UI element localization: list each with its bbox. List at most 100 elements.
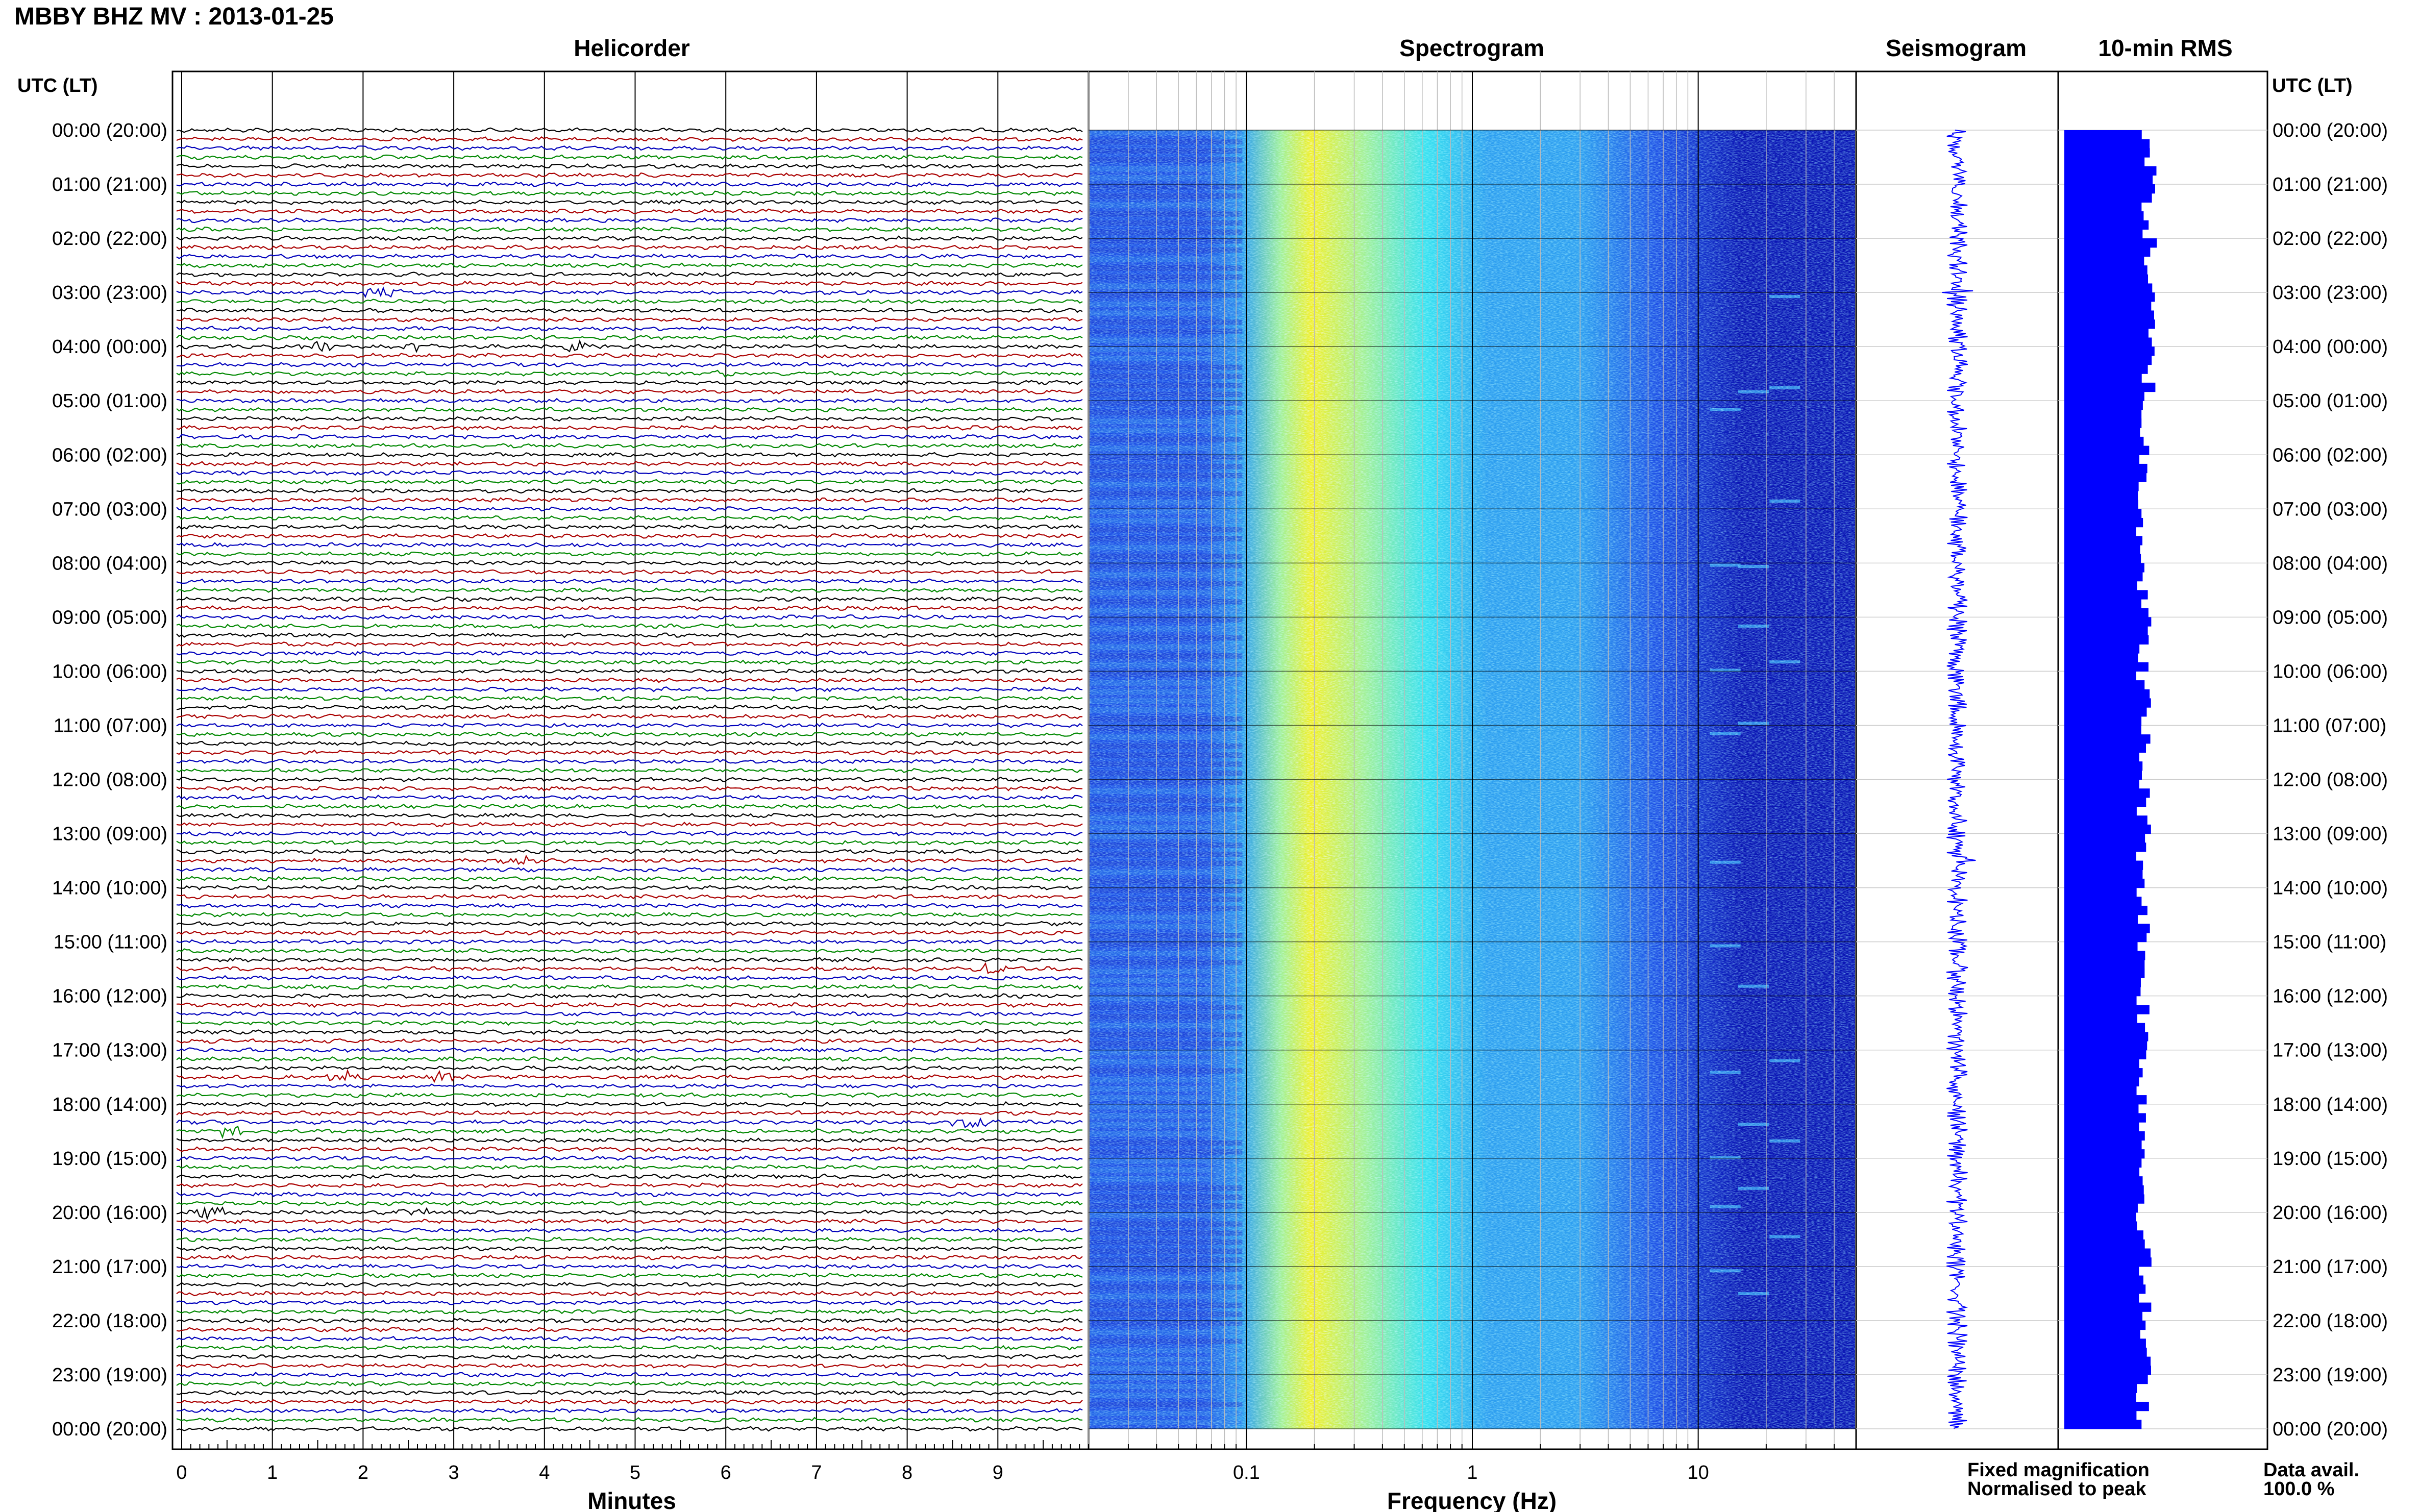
spectrogram-lowfreq-row [1090, 283, 1243, 289]
helicorder-trace [176, 1110, 1083, 1117]
rms-bar [2064, 924, 2150, 933]
spectrogram-lowfreq-row [1090, 346, 1243, 352]
spectral-line [1738, 1292, 1769, 1296]
rms-panel [2057, 70, 2268, 1450]
helicorder-trace [176, 1390, 1083, 1396]
spectrogram-lowfreq-row [1090, 680, 1243, 686]
spectrogram-lowfreq-row [1090, 897, 1243, 902]
spectrogram-lowfreq-row [1090, 1293, 1243, 1299]
spectrogram-panel: 0.1 1 10 [1088, 70, 1857, 1483]
helicorder-panel: 0 1 2 3 4 5 6 7 8 9 [171, 70, 1090, 1483]
spectrogram-lowfreq-row [1090, 1149, 1243, 1155]
helicorder-trace [176, 849, 1083, 855]
rms-bar [2064, 833, 2145, 843]
time-label-left: 12:00 (08:00) [52, 770, 167, 791]
time-label-right: 21:00 (17:00) [2273, 1256, 2388, 1278]
helicorder-trace [176, 244, 1083, 251]
spectrogram-lowfreq-row [1090, 463, 1243, 469]
helicorder-trace [176, 353, 1083, 359]
helicorder-trace [176, 1318, 1083, 1324]
helicorder-trace [176, 659, 1083, 665]
minute-tick-label: 7 [811, 1462, 822, 1483]
time-label-left: 04:00 (00:00) [52, 336, 167, 358]
helicorder-trace [176, 452, 1083, 458]
rms-bar [2064, 1293, 2139, 1303]
helicorder-trace [176, 262, 1083, 268]
helicorder-trace [176, 686, 1083, 692]
spectrogram-lowfreq-row [1090, 779, 1243, 785]
rms-bar [2064, 554, 2141, 563]
spectrogram-lowfreq-row [1090, 761, 1243, 767]
helicorder-trace [176, 271, 1083, 278]
rms-bar [2064, 1383, 2137, 1393]
helicorder-trace [176, 1002, 1083, 1008]
spectrogram-lowfreq-row [1090, 1014, 1243, 1020]
helicorder-trace [176, 316, 1083, 323]
rms-bar [2064, 436, 2144, 447]
rms-bar [2064, 1095, 2147, 1105]
spectrogram-lowfreq-row [1090, 256, 1243, 262]
helicorder-trace [176, 1326, 1083, 1333]
spectrogram-lowfreq-row [1090, 1176, 1243, 1182]
helicorder-trace [176, 777, 1083, 783]
rms-bar [2064, 698, 2151, 708]
helicorder-trace [176, 1281, 1083, 1287]
helicorder-trace [176, 172, 1083, 178]
rms-bar [2064, 671, 2136, 681]
helicorder-trace [176, 1417, 1083, 1423]
spectrogram-lowfreq-row [1090, 247, 1243, 253]
time-label-right: 17:00 (13:00) [2273, 1040, 2388, 1061]
seismogram-panel [1855, 70, 2059, 1450]
rms-bar [2064, 1266, 2139, 1276]
spectrogram-lowfreq-row [1090, 517, 1243, 524]
spectrogram-lowfreq-row [1090, 1095, 1243, 1101]
spectrogram-lowfreq-row [1090, 310, 1243, 316]
spectrogram-lowfreq-row [1090, 401, 1243, 406]
time-label-left: 09:00 (05:00) [52, 607, 167, 628]
helicorder-trace [176, 876, 1083, 882]
time-label-right: 22:00 (18:00) [2273, 1310, 2388, 1332]
time-label-left: 10:00 (06:00) [52, 661, 167, 682]
time-label-left: 13:00 (09:00) [52, 824, 167, 845]
helicorder-trace [176, 479, 1083, 485]
rms-bar [2064, 1203, 2138, 1213]
time-label-right: 20:00 (16:00) [2273, 1202, 2388, 1224]
spectrogram-lowfreq-row [1090, 554, 1243, 560]
spectral-line [1710, 1269, 1741, 1273]
rms-bar [2064, 590, 2148, 600]
helicorder-trace [176, 822, 1083, 828]
rms-bar [2064, 842, 2146, 852]
rms-bar [2064, 1176, 2143, 1186]
helicorder-trace [176, 1372, 1083, 1378]
helicorder-trace [176, 181, 1083, 187]
spectrogram-lowfreq-row [1090, 500, 1243, 506]
helicorder-trace [176, 650, 1083, 656]
helicorder-trace [176, 812, 1083, 819]
spectrogram-lowfreq-row [1090, 184, 1243, 190]
spectrogram-lowfreq-row [1090, 797, 1243, 803]
spectrogram-lowfreq-row [1090, 274, 1243, 280]
rms-bar [2064, 725, 2141, 735]
helicorder-trace [176, 632, 1083, 638]
frequency-axis-label: Frequency (Hz) [1387, 1488, 1557, 1512]
spectral-line [1710, 944, 1741, 948]
helicorder-trace [176, 803, 1083, 809]
spectrogram-lowfreq-row [1090, 229, 1243, 235]
spectrogram-lowfreq-row [1090, 707, 1243, 713]
rms-bar [2064, 1366, 2152, 1375]
time-label-right: 10:00 (06:00) [2273, 661, 2388, 682]
helicorder-trace [176, 235, 1083, 241]
time-label-left: 23:00 (19:00) [52, 1365, 167, 1386]
spectrogram-lowfreq-row [1090, 1122, 1243, 1128]
spectral-line [1769, 1235, 1800, 1238]
helicorder-trace [176, 1038, 1083, 1044]
spectrogram-lowfreq-row [1090, 635, 1243, 641]
helicorder-trace [176, 623, 1083, 629]
time-label-left: 01:00 (21:00) [52, 174, 167, 195]
data-availability-label: Data avail. [2263, 1459, 2359, 1481]
rms-bar [2064, 166, 2157, 176]
seismogram-trace [1942, 130, 1976, 1429]
spectrogram-lowfreq-row [1090, 391, 1243, 398]
spectrogram-lowfreq-row [1090, 382, 1243, 388]
helicorder-trace [176, 190, 1083, 196]
